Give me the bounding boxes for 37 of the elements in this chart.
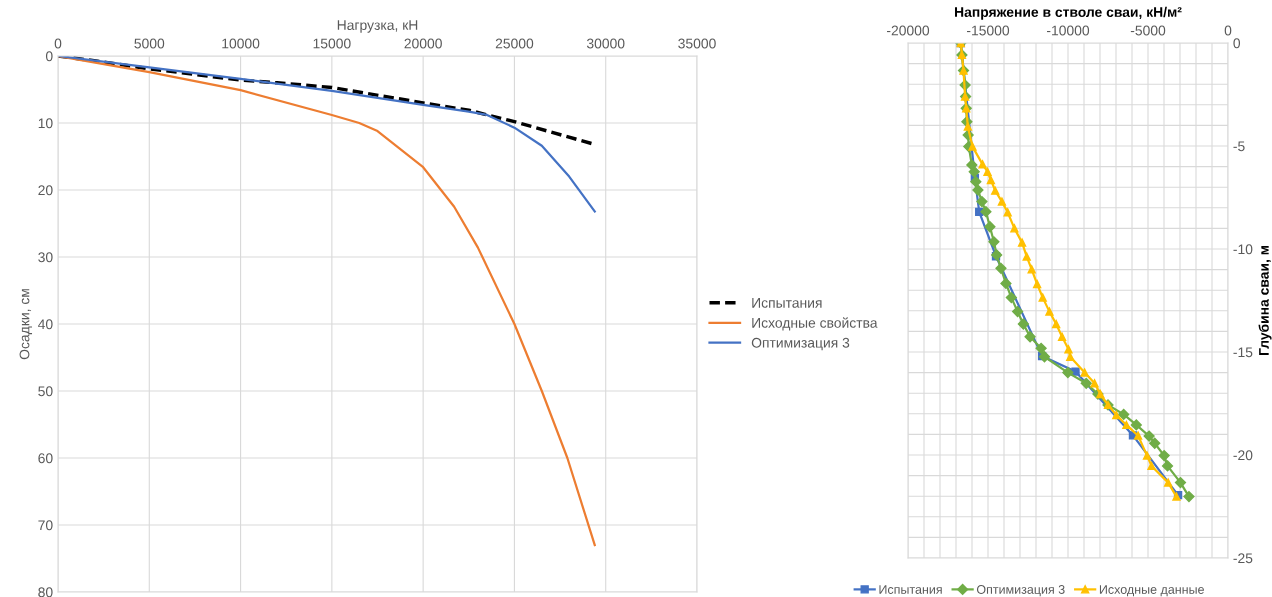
x-tick-label: 15000 (313, 38, 351, 49)
x-axis-title: Нагрузка, кН (337, 20, 418, 33)
y-axis-title: Осадки, см (19, 289, 33, 360)
y-tick-label: 80 (38, 587, 53, 597)
legend-label: Испытания (752, 298, 822, 308)
y-tick-label: 10 (38, 118, 53, 129)
x-tick-label: -10000 (1047, 25, 1090, 36)
legend-label: Оптимизация 3 (751, 337, 850, 351)
x-tick-label: 20000 (404, 38, 442, 49)
y-tick-label: 40 (38, 319, 53, 330)
x-tick-label: 25000 (495, 38, 534, 49)
x-tick-label: 10000 (222, 38, 260, 49)
y2-tick-label: -5 (1233, 141, 1245, 152)
y-tick-label: 70 (38, 520, 53, 531)
x-tick-label: 0 (54, 38, 62, 49)
legend-label: Исходные данные (1099, 585, 1204, 597)
legend-label: Оптимизация 3 (976, 585, 1065, 597)
y-tick-label: 20 (38, 185, 53, 196)
y2-tick-label: -20 (1233, 450, 1253, 461)
y-tick-label: 30 (38, 252, 53, 263)
x-tick-label: 30000 (586, 38, 625, 49)
y2-axis-title: Глубина сваи, м (1258, 245, 1272, 356)
legend-label: Исходные свойства (752, 317, 878, 331)
y-tick-label: 50 (38, 386, 53, 397)
y2-tick-label: -25 (1233, 553, 1253, 564)
y-tick-label: 0 (45, 51, 53, 62)
x-tick-label: 5000 (134, 38, 165, 49)
y2-tick-label: -10 (1233, 244, 1253, 255)
y-tick-label: 60 (38, 453, 53, 464)
y2-tick-label: -15 (1233, 347, 1253, 358)
x-tick-label: -15000 (967, 25, 1010, 36)
legend-label: Испытания (879, 585, 942, 594)
x-tick-label: -5000 (1130, 25, 1166, 36)
x-tick-label: -20000 (887, 25, 930, 36)
x-axis-title: Напряжение в стволе сваи, кН/м² (955, 6, 1182, 20)
x-tick-label: 35000 (678, 38, 716, 49)
x-tick-label: 0 (1224, 25, 1232, 36)
